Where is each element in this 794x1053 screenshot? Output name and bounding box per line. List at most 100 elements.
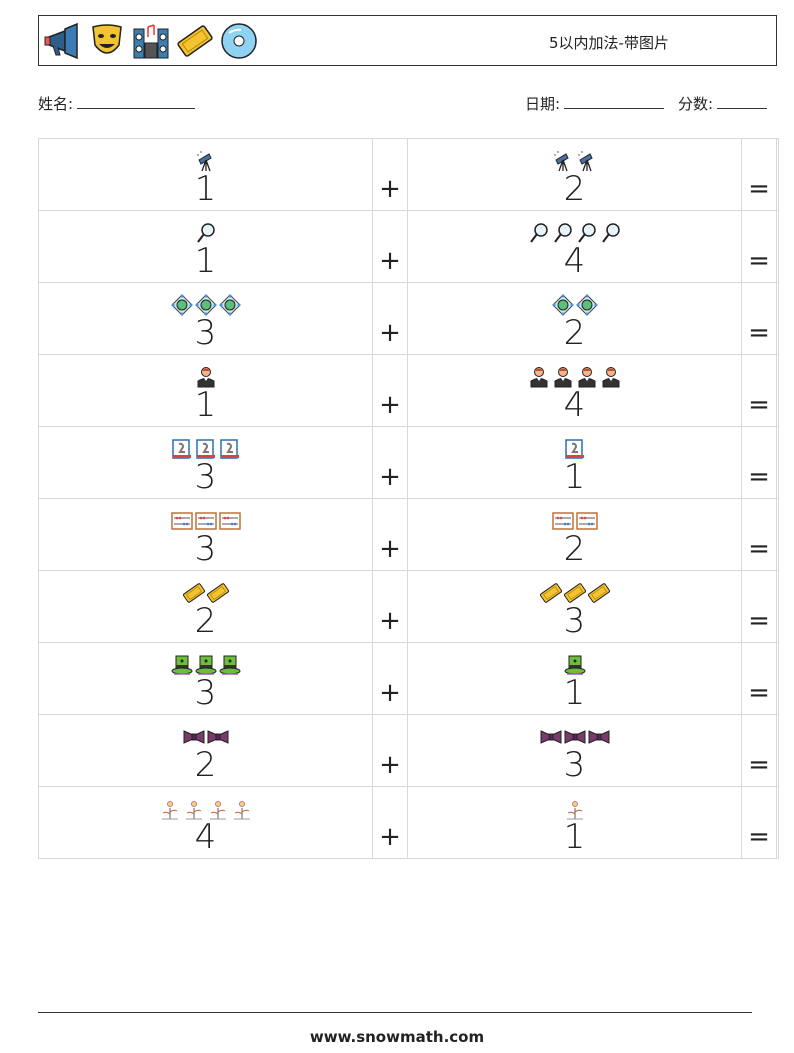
addend-b-cell: 4 <box>407 210 742 283</box>
abacus-icon <box>194 512 217 530</box>
addend-b-pictures <box>408 790 741 820</box>
waiter-icon <box>530 367 547 388</box>
footer-url: www.snowmath.com <box>309 1028 485 1046</box>
problem-row: 2 +3 = <box>38 714 779 787</box>
equals-sign-cell: = <box>741 282 777 355</box>
addend-b-number: 4 <box>563 241 586 281</box>
name-field: 姓名: <box>38 93 196 114</box>
answer-cell[interactable] <box>776 642 779 715</box>
problem-row: 3 +2 = <box>38 498 779 571</box>
addend-b-cell: 4 <box>407 354 742 427</box>
telescope-icon <box>196 151 212 172</box>
addend-b-number: 1 <box>563 817 586 857</box>
waiter-icon <box>197 367 214 388</box>
problem-row: 1 +4 = <box>38 210 779 283</box>
plus-sign: + <box>379 174 401 204</box>
addend-b-number: 4 <box>563 385 586 425</box>
abacus-icon <box>551 512 574 530</box>
addend-b-cell: 2 <box>407 282 742 355</box>
addend-b-number: 1 <box>563 457 586 497</box>
answer-cell[interactable] <box>776 138 779 211</box>
telescope-icon <box>553 151 569 172</box>
problem-row: 4 +1 = <box>38 786 779 859</box>
addend-a-number: 3 <box>194 313 217 353</box>
score-label: 分数: <box>678 95 714 113</box>
addend-a-cell: 2 <box>38 570 373 643</box>
addend-a-pictures <box>39 646 372 676</box>
answer-cell[interactable] <box>776 570 779 643</box>
answer-cell[interactable] <box>776 354 779 427</box>
plus-sign-cell: + <box>372 426 408 499</box>
addend-b-pictures <box>408 430 741 460</box>
score-field: 分数: <box>678 93 768 114</box>
date-blank[interactable] <box>564 94 665 109</box>
footer-divider <box>38 1012 752 1013</box>
equals-sign: = <box>748 534 770 564</box>
ticket-icon <box>539 583 562 603</box>
plus-sign-cell: + <box>372 210 408 283</box>
award-card-icon <box>564 439 584 459</box>
name-label: 姓名: <box>38 95 74 113</box>
bow-tie-icon <box>183 730 204 744</box>
bow-tie-icon <box>564 730 585 744</box>
award-card-icon <box>219 439 239 459</box>
abacus-icon <box>575 512 598 530</box>
equals-sign-cell: = <box>741 210 777 283</box>
equals-sign-cell: = <box>741 354 777 427</box>
ticket-icon <box>563 583 586 603</box>
bow-tie-icon <box>540 730 561 744</box>
magic-hat-icon <box>564 655 585 675</box>
answer-cell[interactable] <box>776 426 779 499</box>
worksheet-title: 5以内加法-带图片 <box>549 34 669 52</box>
problem-row: 3 +1 = <box>38 642 779 715</box>
addend-b-cell: 1 <box>407 786 742 859</box>
plus-sign-cell: + <box>372 570 408 643</box>
addend-b-number: 3 <box>563 745 586 785</box>
speakers-icon <box>133 24 169 59</box>
waiter-icon <box>578 367 595 388</box>
addend-b-cell: 2 <box>407 138 742 211</box>
addend-b-cell: 1 <box>407 642 742 715</box>
plus-sign-cell: + <box>372 714 408 787</box>
equals-sign: = <box>748 174 770 204</box>
addend-a-pictures <box>39 358 372 388</box>
magic-hat-icon <box>171 655 192 675</box>
flower-sprout-icon <box>233 801 250 820</box>
addend-a-cell: 1 <box>38 210 373 283</box>
worksheet-header: 5以内加法-带图片 <box>38 15 777 66</box>
gem-frame-icon <box>218 294 241 316</box>
name-blank[interactable] <box>77 94 196 109</box>
addend-b-pictures <box>408 358 741 388</box>
answer-cell[interactable] <box>776 786 779 859</box>
score-blank[interactable] <box>717 94 768 109</box>
addend-a-pictures <box>39 286 372 316</box>
answer-cell[interactable] <box>776 282 779 355</box>
addend-b-pictures <box>408 286 741 316</box>
magic-hat-icon <box>219 655 240 675</box>
magnifier-icon <box>577 223 596 243</box>
addend-a-number: 3 <box>194 529 217 569</box>
addend-a-pictures <box>39 790 372 820</box>
equals-sign-cell: = <box>741 642 777 715</box>
problems-table: 1 +2 = 1 +4 = 3 +2 = 1 +4 = 3 +1 = 3 +2 = 2 +3 = 3 +1 = 2 +3 = 4 +1 = <box>38 138 779 859</box>
plus-sign-cell: + <box>372 642 408 715</box>
cd-disc-icon <box>221 23 257 59</box>
answer-cell[interactable] <box>776 714 779 787</box>
plus-sign: + <box>379 750 401 780</box>
flower-sprout-icon <box>185 801 202 820</box>
gem-frame-icon <box>170 294 193 316</box>
header-icons <box>43 21 259 63</box>
addend-a-cell: 1 <box>38 138 373 211</box>
equals-sign: = <box>748 390 770 420</box>
plus-sign: + <box>379 678 401 708</box>
equals-sign: = <box>748 246 770 276</box>
answer-cell[interactable] <box>776 210 779 283</box>
equals-sign-cell: = <box>741 498 777 571</box>
bow-tie-icon <box>207 730 228 744</box>
addend-a-cell: 3 <box>38 426 373 499</box>
award-card-icon <box>195 439 215 459</box>
addend-b-number: 3 <box>563 601 586 641</box>
plus-sign-cell: + <box>372 282 408 355</box>
answer-cell[interactable] <box>776 498 779 571</box>
addend-a-pictures <box>39 214 372 244</box>
